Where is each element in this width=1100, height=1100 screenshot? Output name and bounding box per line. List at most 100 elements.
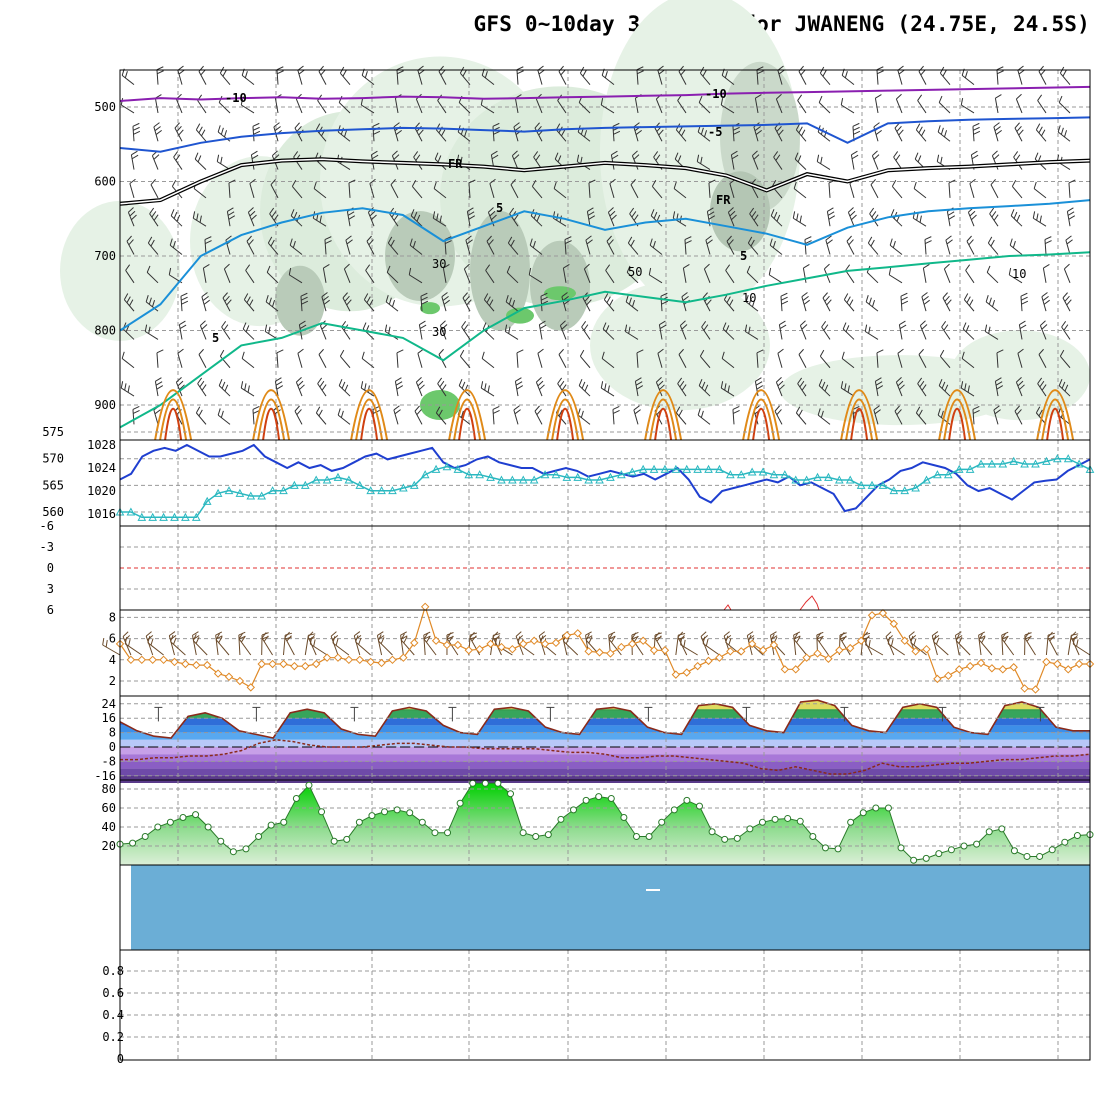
wind-barb-419-flag-0 <box>893 151 899 158</box>
wind10-barb-71-flag-1 <box>887 635 893 641</box>
wind-barb-335 <box>721 358 735 369</box>
wind-barb-41-flag-0 <box>195 123 201 131</box>
wind10-point-1 <box>126 655 136 665</box>
warm-contour-1-2 <box>262 407 281 441</box>
wind-barb-60-flag-1 <box>224 295 230 302</box>
wind-barb-81-flag-1 <box>273 154 280 160</box>
wind-barb-253-flag-1 <box>586 239 593 245</box>
warm-contour-1-1 <box>257 398 286 441</box>
wind-barb-393 <box>850 154 855 170</box>
wind-barb-513-flag-1 <box>1066 239 1073 245</box>
wind-barb-388-flag-2 <box>824 384 829 392</box>
wind-barb-466-flag-0 <box>960 381 964 389</box>
wind10-barb-53-flag-0 <box>680 637 683 645</box>
wind-barb-42-flag-0 <box>194 152 199 160</box>
wind-barb-51-flag-0 <box>195 406 201 414</box>
wind-barb-435 <box>924 239 927 255</box>
wind-barb-115-flag-2 <box>321 384 327 391</box>
wind-barb-263-flag-0 <box>611 150 618 156</box>
wind-barb-456 <box>961 104 975 114</box>
wind-barb-494-flag-0 <box>1038 65 1044 72</box>
wind-barb-21-flag-0 <box>145 295 149 303</box>
wind-barb-374-flag-0 <box>798 348 804 355</box>
wind-barb-323-flag-0 <box>698 379 703 386</box>
wind-barb-75 <box>241 358 255 369</box>
wind-barb-82-flag-0 <box>270 179 276 185</box>
wind-barb-123 <box>345 239 351 255</box>
wind-barb-230-flag-0 <box>539 320 546 326</box>
wind-barb-225 <box>531 186 543 199</box>
wind-barb-432-flag-1 <box>917 155 922 163</box>
wind10-barb-48-flag-0 <box>631 632 637 639</box>
wind-barb-413 <box>876 352 879 368</box>
thickness-point-32 <box>464 470 474 479</box>
wind-barb-478-flag-0 <box>996 349 1004 354</box>
wind-barb-442-flag-1 <box>942 69 947 77</box>
wind-barb-181-flag-0 <box>435 406 441 414</box>
wind-barb-365-flag-0 <box>797 94 803 101</box>
wind-barb-486-flag-0 <box>1010 209 1015 216</box>
wind-barb-44-flag-1 <box>196 213 199 221</box>
wind-barb-473-flag-2 <box>993 214 999 221</box>
wind-barb-28-flag-1 <box>176 125 182 132</box>
wind-barb-260 <box>601 75 615 86</box>
wind-barb-324 <box>697 414 711 425</box>
wind-barb-437-flag-0 <box>921 292 928 298</box>
wind-barb-354-flag-1 <box>775 154 781 161</box>
wind-barb-499-flag-0 <box>1032 211 1036 219</box>
warm-contour-3-0 <box>448 389 487 441</box>
wind10-barb-5 <box>168 635 175 656</box>
wind-barb-268-flag-1 <box>606 296 611 303</box>
wind10-point-12 <box>246 683 255 692</box>
wind-barb-285-flag-1 <box>634 409 641 415</box>
wind-barb-233 <box>534 410 543 425</box>
wind-barb-244 <box>558 354 567 368</box>
wind10-point-17 <box>301 661 310 671</box>
rh-tick-3: 80 <box>102 782 116 796</box>
wind-barb-23-flag-0 <box>156 349 164 354</box>
wind-barb-362-flag-2 <box>779 384 785 390</box>
wind-barb-305 <box>684 239 687 255</box>
wind-barb-114-flag-0 <box>318 348 324 355</box>
thickness-tick-2: 570 <box>42 452 64 466</box>
wind-barb-103-flag-0 <box>294 405 300 412</box>
wind-barb-430 <box>917 100 927 114</box>
wind-barb-403 <box>876 69 879 85</box>
cloud-cover-fill <box>131 865 1090 950</box>
wind-barb-250-flag-0 <box>576 154 580 162</box>
thickness-point-66 <box>834 475 844 484</box>
wind-barb-185-flag-1 <box>460 156 463 164</box>
rh-point-27 <box>456 799 464 807</box>
wind-barb-311-flag-0 <box>675 406 681 414</box>
wind-barb-475 <box>986 272 999 284</box>
temp-mask-top <box>120 696 1090 738</box>
wind-barb-110 <box>324 239 327 255</box>
wind-barb-340-flag-2 <box>755 129 762 135</box>
wind-barb-69 <box>249 183 255 199</box>
wind10-barb-50-flag-0 <box>654 631 660 638</box>
wind-barb-448 <box>945 239 951 255</box>
wind10-point-58 <box>747 639 757 649</box>
wind-barb-499-flag-2 <box>1039 215 1042 223</box>
wind-barb-147-flag-0 <box>390 179 396 185</box>
wind10-barb-19-flag-1 <box>313 639 316 647</box>
wind-barb-151-flag-1 <box>388 297 392 305</box>
wind-barb-190-flag-0 <box>462 292 468 299</box>
wind-barb-491 <box>1017 353 1023 368</box>
wind10-barb-0-flag-1 <box>105 640 108 648</box>
wind-barb-364 <box>798 71 807 85</box>
wind-barb-152-flag-0 <box>384 324 388 332</box>
wind-barb-409 <box>867 242 879 255</box>
wind10-barb-4-flag-0 <box>147 635 151 643</box>
wind-barb-73-flag-1 <box>246 296 251 303</box>
wind-barb-118 <box>338 102 351 114</box>
wind10-point-33 <box>475 644 484 654</box>
wind-barb-429-flag-1 <box>920 69 926 76</box>
wind10-barb-0 <box>102 644 121 656</box>
rh-point-12 <box>267 821 275 829</box>
wind-barb-27 <box>175 98 183 114</box>
wind-barb-496-flag-0 <box>1035 123 1041 131</box>
wind-barb-119-flag-1 <box>340 127 344 135</box>
wind-barb-50-flag-1 <box>199 380 205 388</box>
rh-point-66 <box>947 846 955 854</box>
